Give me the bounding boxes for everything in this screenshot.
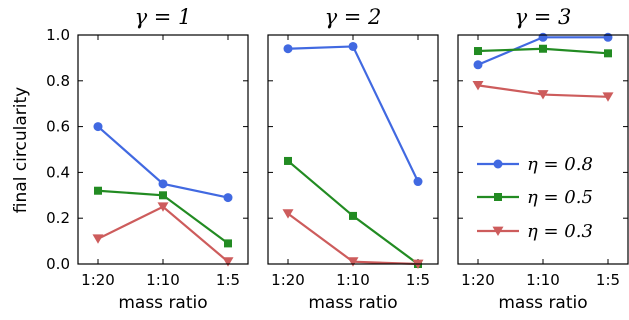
data-point: [539, 44, 547, 53]
data-point: [158, 179, 168, 189]
data-point: [537, 90, 549, 100]
panel-2: 1:20 1:10 1:5 mass ratio γ = 2: [267, 5, 439, 313]
x-axis-label: mass ratio: [498, 293, 587, 313]
data-point: [538, 32, 548, 42]
y-tick-label: 0.0: [46, 255, 70, 273]
data-point: [473, 60, 483, 70]
panel-title: γ = 1: [135, 5, 192, 29]
legend-marker: [494, 193, 502, 201]
x-tick-label: 1:10: [336, 271, 370, 289]
data-point: [222, 257, 234, 267]
data-point: [347, 257, 359, 267]
plot-frame: [457, 34, 629, 265]
legend-marker: [493, 159, 503, 169]
x-tick-label: 1:20: [461, 271, 495, 289]
data-point: [94, 186, 102, 195]
data-point: [604, 49, 612, 58]
x-axis-label: mass ratio: [308, 293, 397, 313]
data-point: [92, 234, 104, 244]
y-tick-label: 0.6: [46, 118, 70, 136]
data-point: [157, 202, 169, 212]
data-point: [284, 156, 292, 165]
legend-label: η = 0.3: [527, 221, 593, 242]
data-point: [224, 239, 232, 248]
x-axis-label: mass ratio: [118, 293, 207, 313]
plot-frame: [77, 34, 249, 265]
data-point: [223, 193, 233, 203]
y-tick-label: 0.4: [46, 163, 70, 181]
data-point: [348, 41, 358, 51]
data-point: [159, 191, 167, 200]
y-tick-label: 1.0: [46, 26, 70, 44]
panel-title: γ = 3: [515, 5, 572, 29]
data-point: [283, 44, 293, 54]
x-tick-label: 1:20: [271, 271, 305, 289]
data-point: [93, 122, 103, 132]
y-axis-label: final circularity: [11, 87, 31, 213]
panel-3: 1:20 1:10 1:5 mass ratio γ = 3 η = 0.8 η = 0.5…: [457, 5, 629, 313]
y-tick-label: 0.8: [46, 72, 70, 90]
data-point: [474, 47, 482, 56]
data-point: [472, 80, 484, 91]
panel-1: 0.0 0.2 0.4 0.6 0.8 1.0 1:20 1:10 1:5 mass ratio γ…: [46, 5, 249, 313]
series-line: [97, 205, 229, 263]
legend: η = 0.8 η = 0.5 η = 0.3: [477, 154, 593, 242]
data-point: [602, 92, 614, 102]
x-tick-label: 1:20: [81, 271, 115, 289]
series-line: [287, 45, 419, 183]
legend-marker: [492, 226, 504, 236]
series-line: [287, 212, 419, 266]
data-point: [349, 211, 357, 220]
legend-label: η = 0.5: [527, 187, 593, 208]
plot-frame: [267, 34, 439, 265]
panel-title: γ = 2: [325, 5, 382, 29]
x-tick-label: 1:5: [216, 271, 240, 289]
y-tick-label: 0.2: [46, 209, 70, 227]
x-tick-label: 1:10: [526, 271, 560, 289]
x-tick-label: 1:5: [406, 271, 430, 289]
legend-label: η = 0.8: [527, 154, 593, 175]
data-point: [282, 209, 294, 219]
data-point: [413, 177, 423, 187]
x-tick-label: 1:5: [596, 271, 620, 289]
data-point: [603, 32, 613, 42]
x-tick-label: 1:10: [146, 271, 180, 289]
